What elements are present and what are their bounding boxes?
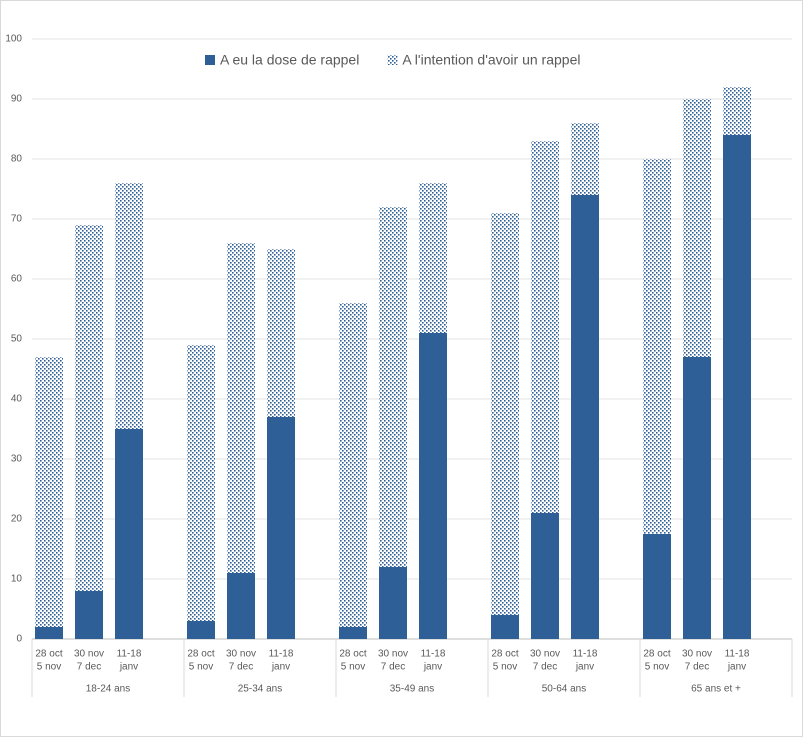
bar-segment <box>75 225 103 591</box>
bar-segment <box>571 195 599 639</box>
y-tick-label: 50 <box>11 334 23 345</box>
x-tick-label: janv <box>271 662 290 673</box>
y-tick-label: 80 <box>11 154 23 165</box>
x-tick-label: 30 nov <box>530 649 560 660</box>
legend-label: A eu la dose de rappel <box>220 52 359 68</box>
group-label: 18-24 ans <box>86 684 130 695</box>
bar-segment <box>531 513 559 639</box>
y-tick-label: 70 <box>11 214 23 225</box>
bar-segment <box>683 99 711 357</box>
bar-segment <box>491 213 519 615</box>
group-label: 35-49 ans <box>390 684 434 695</box>
x-tick-label: 7 dec <box>533 662 557 673</box>
y-tick-label: 30 <box>11 454 23 465</box>
bar-segment <box>683 357 711 639</box>
x-tick-label: 11-18 <box>725 649 750 660</box>
legend-swatch <box>205 55 215 65</box>
bar-segment <box>187 345 215 621</box>
bar-segment <box>419 333 447 639</box>
bar-segment <box>267 417 295 639</box>
x-tick-label: 28 oct <box>491 649 518 660</box>
bar-segment <box>75 591 103 639</box>
x-tick-label: 30 nov <box>74 649 104 660</box>
y-tick-label: 90 <box>11 94 23 105</box>
x-tick-label: janv <box>423 662 442 673</box>
bar-segment <box>419 183 447 333</box>
bar-segment <box>339 627 367 639</box>
bar-segment <box>491 615 519 639</box>
bar-segment <box>379 207 407 567</box>
bar-segment <box>115 183 143 429</box>
group-label: 50-64 ans <box>542 684 586 695</box>
x-tick-label: janv <box>575 662 594 673</box>
x-tick-label: 11-18 <box>117 649 142 660</box>
y-tick-label: 0 <box>16 634 22 645</box>
x-tick-label: 5 nov <box>493 662 517 673</box>
x-tick-label: 7 dec <box>229 662 253 673</box>
bar-segment <box>227 573 255 639</box>
bar-segment <box>267 249 295 417</box>
legend-label: A l'intention d'avoir un rappel <box>402 52 580 68</box>
x-tick-label: 30 nov <box>378 649 408 660</box>
x-tick-label: 28 oct <box>187 649 214 660</box>
x-tick-label: 5 nov <box>37 662 61 673</box>
x-tick-label: 5 nov <box>645 662 669 673</box>
bar-segment <box>227 243 255 573</box>
bar-segment <box>187 621 215 639</box>
y-tick-label: 20 <box>11 514 23 525</box>
bar-segment <box>35 627 63 639</box>
x-tick-label: 11-18 <box>421 649 446 660</box>
x-tick-label: 7 dec <box>381 662 405 673</box>
bar-segment <box>723 87 751 135</box>
x-tick-label: janv <box>727 662 746 673</box>
x-tick-label: 30 nov <box>682 649 712 660</box>
bar-segment <box>339 303 367 627</box>
bar-segment <box>643 159 671 534</box>
x-tick-label: 30 nov <box>226 649 256 660</box>
bar-segment <box>723 135 751 639</box>
group-label: 25-34 ans <box>238 684 282 695</box>
x-tick-label: 11-18 <box>573 649 598 660</box>
y-tick-label: 60 <box>11 274 23 285</box>
x-tick-label: 7 dec <box>685 662 709 673</box>
bar-segment <box>571 123 599 195</box>
group-label: 65 ans et + <box>691 684 741 695</box>
bar-segment <box>115 429 143 639</box>
x-tick-label: 7 dec <box>77 662 101 673</box>
bar-segment <box>35 357 63 627</box>
x-tick-label: 28 oct <box>643 649 670 660</box>
bar-segment <box>643 534 671 639</box>
x-tick-label: 11-18 <box>269 649 294 660</box>
x-tick-label: 5 nov <box>189 662 213 673</box>
y-tick-label: 100 <box>5 34 22 45</box>
y-tick-label: 40 <box>11 394 23 405</box>
x-tick-label: janv <box>119 662 138 673</box>
bar-segment <box>379 567 407 639</box>
legend-swatch <box>387 55 398 65</box>
x-tick-label: 5 nov <box>341 662 365 673</box>
x-tick-label: 28 oct <box>35 649 62 660</box>
y-tick-label: 10 <box>11 574 23 585</box>
x-tick-label: 28 oct <box>339 649 366 660</box>
bar-segment <box>531 141 559 513</box>
